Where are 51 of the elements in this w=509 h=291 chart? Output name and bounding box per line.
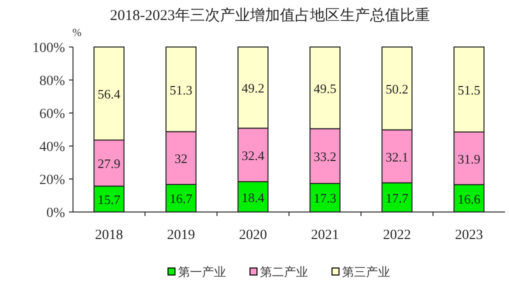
- y-tick-label: 40%: [39, 140, 66, 155]
- bar: [94, 46, 124, 141]
- bar: [382, 182, 412, 212]
- bar: [382, 46, 412, 130]
- x-tick-label: 2019: [167, 228, 195, 243]
- y-tick-label: 0%: [46, 206, 66, 221]
- legend-label: 第一产业: [178, 265, 226, 279]
- data-label: 32.4: [242, 148, 265, 163]
- x-tick-label: 2022: [383, 228, 411, 243]
- data-label: 17.3: [314, 190, 336, 206]
- x-tick-label: 2023: [455, 228, 483, 243]
- bar: [94, 140, 124, 187]
- data-label: 49.2: [242, 80, 264, 96]
- bar: [382, 129, 412, 184]
- y-axis-title: %: [72, 27, 82, 39]
- bar: [238, 46, 268, 129]
- chart-title: 2018-2023年三次产业增加值占地区生产总值比重: [110, 7, 430, 24]
- bar: [454, 131, 484, 186]
- data-label: 31.9: [458, 151, 480, 166]
- data-label: 51.3: [170, 82, 192, 98]
- data-label: 56.4: [98, 86, 121, 102]
- y-tick-label: 20%: [39, 173, 66, 188]
- data-label: 32: [174, 151, 188, 166]
- data-label: 18.4: [242, 190, 265, 205]
- bar: [166, 46, 196, 132]
- bar: [166, 131, 196, 185]
- bar: [310, 46, 340, 130]
- data-label: 33.2: [314, 149, 336, 164]
- y-tick-label: 80%: [39, 74, 66, 89]
- bar: [310, 182, 340, 212]
- data-label: 50.2: [386, 81, 408, 96]
- legend-label: 第二产业: [260, 265, 308, 279]
- data-label: 15.7: [98, 192, 121, 208]
- data-label: 32.1: [386, 149, 408, 164]
- data-label: 51.5: [458, 82, 480, 98]
- data-label: 27.9: [98, 156, 120, 172]
- bar: [310, 128, 340, 184]
- data-label: 17.7: [386, 190, 409, 206]
- bar: [238, 128, 268, 182]
- data-label: 16.7: [170, 191, 193, 206]
- 第三产业: 56.4 51.3 49.2 49.5 50.2 51.5: [94, 46, 484, 141]
- legend-label: 第三产业: [342, 265, 390, 279]
- data-label: 16.6: [458, 191, 481, 206]
- y-tick-label: 100%: [32, 41, 66, 56]
- x-tick-label: 2020: [239, 228, 267, 243]
- data-label: 49.5: [314, 80, 336, 96]
- x-tick-label: 2021: [311, 228, 339, 243]
- y-tick-label: 60%: [39, 107, 66, 122]
- x-tick-label: 2018: [95, 228, 123, 243]
- 第二产业: 27.9 32 32.4 33.2 32.1 31.9: [94, 128, 484, 187]
- bar: [454, 46, 484, 132]
